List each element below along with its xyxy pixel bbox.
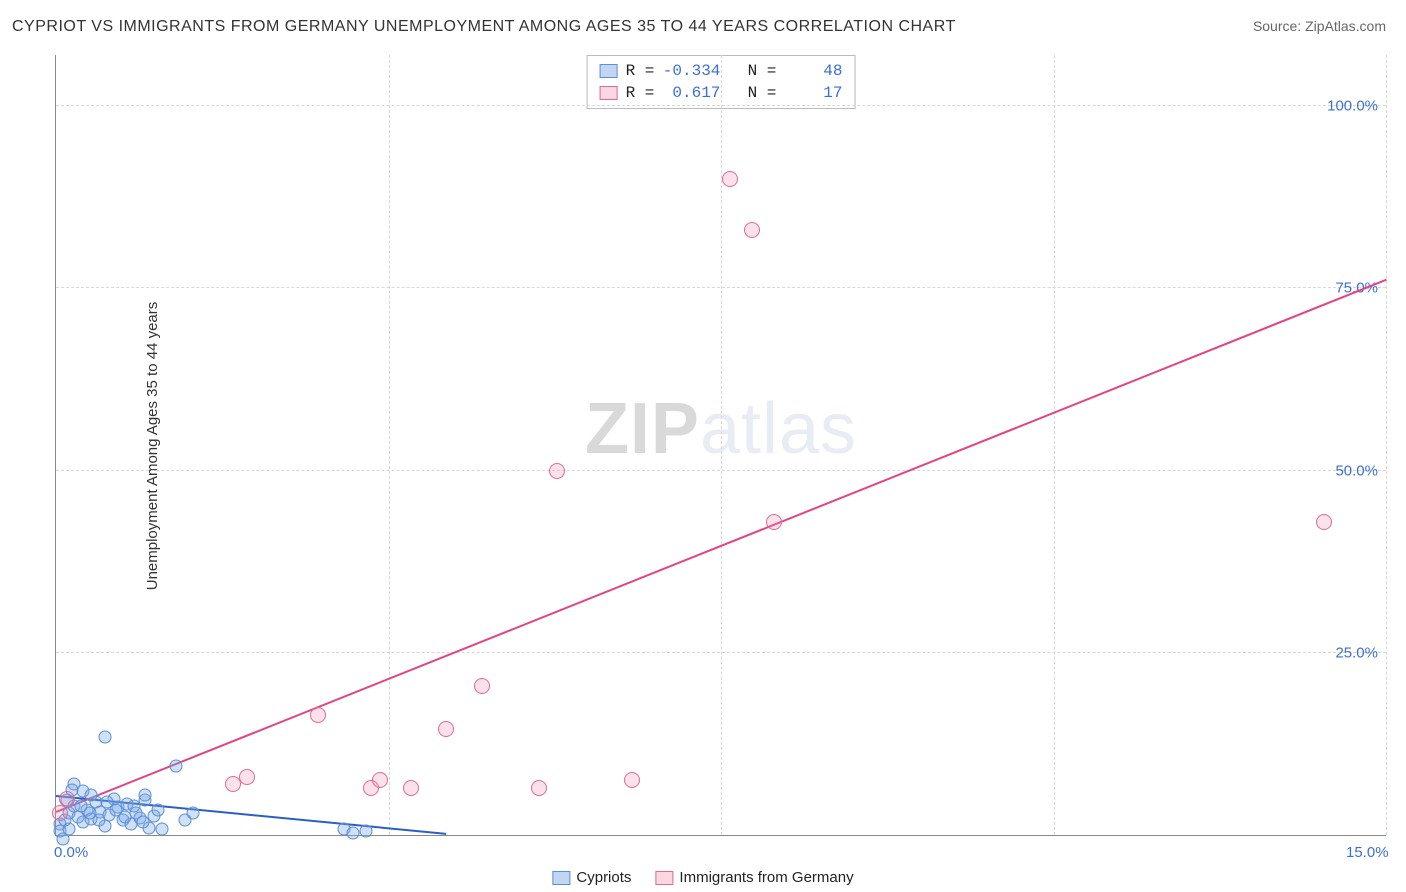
legend-label-cypriots: Cypriots [576, 869, 631, 886]
gridline-vertical [389, 55, 390, 835]
stat-n-value-cypriots: 48 [784, 60, 842, 82]
legend-swatch-germany [655, 871, 673, 885]
data-point [549, 463, 565, 479]
stat-r-label: R = [626, 60, 655, 82]
x-tick-label: 0.0% [54, 844, 88, 861]
data-point [531, 780, 547, 796]
stat-r-value-germany: 0.617 [662, 82, 720, 104]
x-tick-label: 15.0% [1346, 844, 1389, 861]
data-point [474, 678, 490, 694]
data-point [57, 832, 70, 845]
data-point [1316, 514, 1332, 530]
stat-n-label: N = [728, 60, 776, 82]
data-point [98, 730, 111, 743]
data-point [310, 707, 326, 723]
data-point [347, 826, 360, 839]
scatter-plot-area: ZIPatlas R = -0.334 N = 48 R = 0.617 N =… [55, 55, 1386, 836]
stat-n-label: N = [728, 82, 776, 104]
y-tick-label: 50.0% [1335, 462, 1378, 479]
data-point [239, 769, 255, 785]
legend-item-germany: Immigrants from Germany [655, 869, 853, 886]
chart-title: CYPRIOT VS IMMIGRANTS FROM GERMANY UNEMP… [12, 18, 956, 36]
data-point [360, 825, 373, 838]
gridline-vertical [1054, 55, 1055, 835]
y-tick-label: 25.0% [1335, 644, 1378, 661]
data-point [438, 721, 454, 737]
swatch-germany [600, 86, 618, 100]
source-attribution: Source: ZipAtlas.com [1253, 18, 1386, 34]
y-tick-label: 100.0% [1327, 98, 1378, 115]
data-point [138, 788, 151, 801]
data-point [722, 171, 738, 187]
data-point [136, 815, 149, 828]
data-point [169, 759, 182, 772]
watermark-atlas: atlas [700, 389, 857, 469]
legend-item-cypriots: Cypriots [552, 869, 631, 886]
stat-r-value-cypriots: -0.334 [662, 60, 720, 82]
data-point [151, 804, 164, 817]
data-point [156, 823, 169, 836]
y-tick-label: 75.0% [1335, 280, 1378, 297]
data-point [372, 772, 388, 788]
data-point [187, 807, 200, 820]
stat-r-label: R = [626, 82, 655, 104]
data-point [52, 805, 68, 821]
data-point [119, 810, 132, 823]
legend: Cypriots Immigrants from Germany [552, 869, 853, 886]
data-point [59, 791, 75, 807]
watermark-zip: ZIP [585, 389, 700, 469]
data-point [403, 780, 419, 796]
data-point [85, 788, 98, 801]
legend-swatch-cypriots [552, 871, 570, 885]
data-point [128, 799, 141, 812]
gridline-vertical [1386, 55, 1387, 835]
data-point [744, 222, 760, 238]
data-point [92, 814, 105, 827]
data-point [766, 514, 782, 530]
gridline-vertical [721, 55, 722, 835]
swatch-cypriots [600, 64, 618, 78]
data-point [624, 772, 640, 788]
stat-n-value-germany: 17 [784, 82, 842, 104]
legend-label-germany: Immigrants from Germany [679, 869, 853, 886]
